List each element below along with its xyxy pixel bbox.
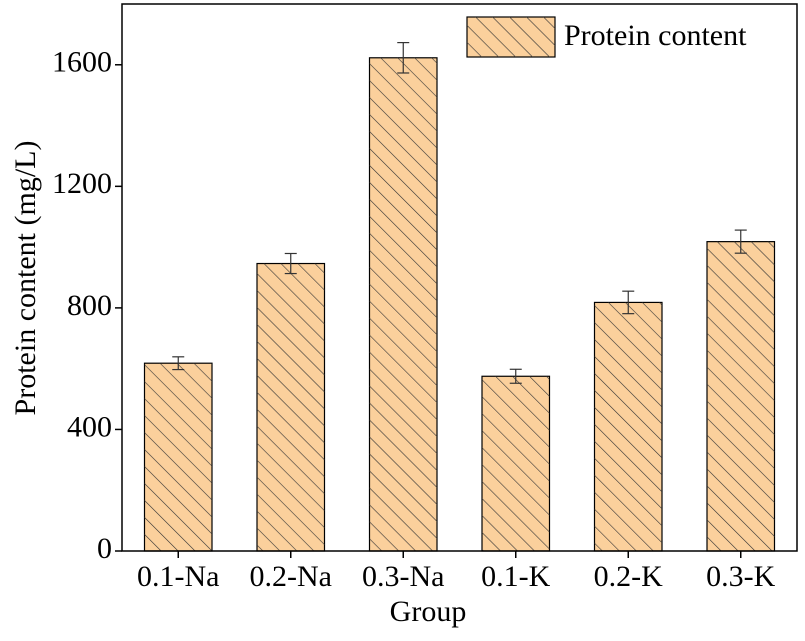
error-bar bbox=[734, 229, 747, 254]
x-tick-label: 0.1-Na bbox=[137, 560, 219, 593]
x-tick-label: 0.3-Na bbox=[362, 560, 444, 593]
y-tick-label: 1200 bbox=[52, 167, 112, 200]
x-tick-label: 0.2-Na bbox=[250, 560, 332, 593]
y-tick-label: 0 bbox=[97, 532, 112, 565]
error-bar bbox=[284, 252, 297, 275]
x-axis-title: Group bbox=[390, 595, 467, 628]
bar-hatch bbox=[594, 302, 662, 551]
bar-hatch bbox=[369, 57, 437, 552]
legend-label: Protein content bbox=[564, 19, 747, 52]
x-tick-label: 0.3-K bbox=[706, 560, 775, 593]
x-tick-label: 0.1-K bbox=[481, 560, 550, 593]
y-tick-label: 400 bbox=[67, 410, 112, 443]
y-tick-label: 800 bbox=[67, 289, 112, 322]
error-bar bbox=[397, 41, 410, 74]
bar-hatch bbox=[257, 263, 325, 551]
y-tick-label: 1600 bbox=[52, 46, 112, 79]
error-bar bbox=[509, 368, 522, 384]
bar-hatch bbox=[144, 363, 212, 551]
legend-swatch-hatch bbox=[467, 17, 555, 57]
bar-hatch bbox=[482, 376, 550, 551]
error-bar bbox=[622, 290, 635, 315]
bar-hatch bbox=[707, 241, 775, 551]
y-axis-title: Protein content (mg/L) bbox=[9, 141, 42, 416]
plot-frame bbox=[121, 3, 798, 552]
x-tick-label: 0.2-K bbox=[594, 560, 663, 593]
error-bar bbox=[172, 356, 185, 371]
